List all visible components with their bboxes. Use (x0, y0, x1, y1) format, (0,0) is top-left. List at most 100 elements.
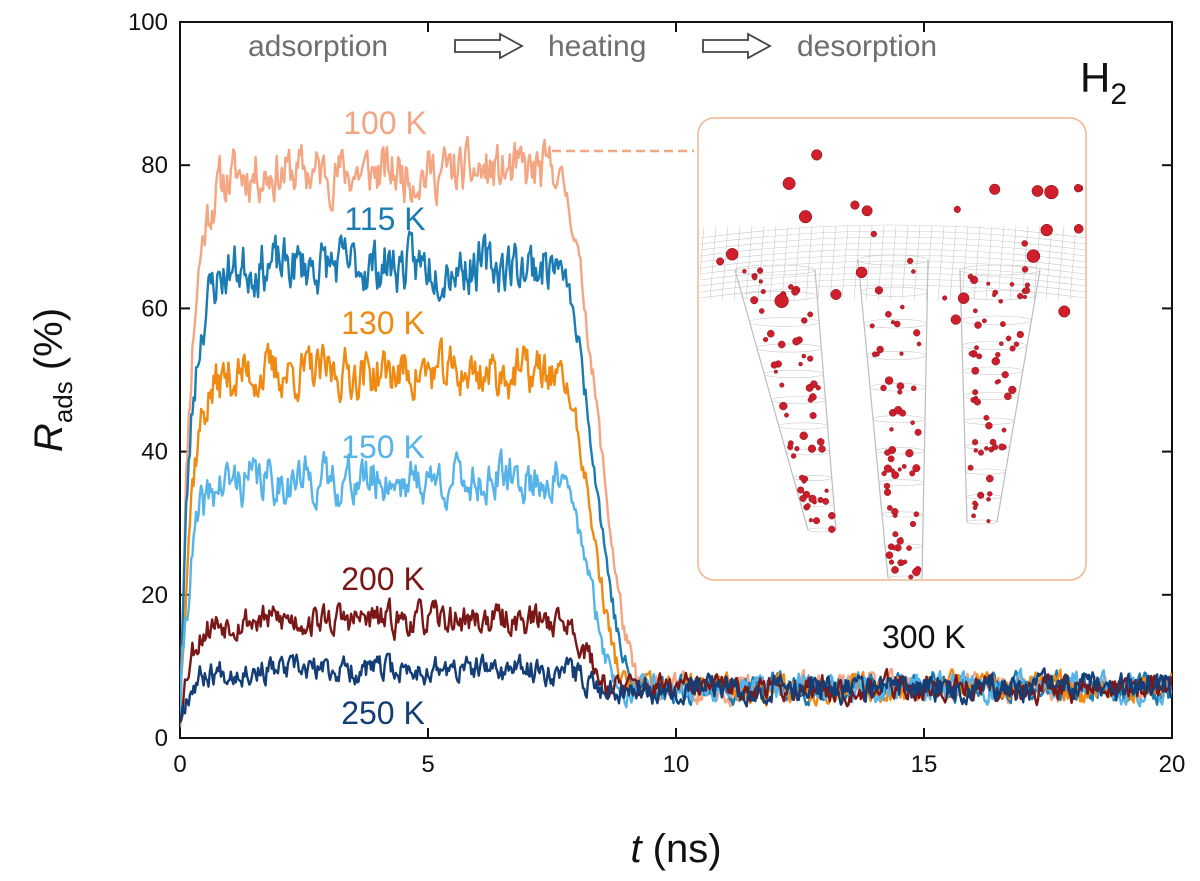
h2-molecule (784, 412, 789, 418)
graphene-mesh-line (865, 225, 873, 301)
h2-molecule (914, 428, 922, 436)
h2-molecule (889, 427, 894, 432)
h2-molecule (986, 519, 991, 524)
h2-molecule (1016, 330, 1024, 339)
h2-molecule (758, 279, 763, 284)
graphene-mesh-line (700, 278, 1086, 293)
h2-molecule (883, 488, 892, 496)
h2-molecule (978, 449, 985, 456)
nanocone-wall (857, 259, 929, 579)
stage-adsorption: adsorption (248, 30, 388, 63)
h2-molecule (885, 310, 892, 318)
h2-molecule (998, 298, 1004, 304)
graphene-mesh-line (1009, 225, 1017, 301)
h2-molecule (1009, 282, 1015, 287)
h2-molecule (808, 494, 817, 503)
h2-molecule (986, 474, 994, 483)
h2-molecule (983, 414, 990, 421)
h2-molecule (972, 500, 978, 506)
h2-molecule (901, 463, 907, 469)
h2-molecule (807, 396, 814, 403)
h2-molecule (830, 289, 842, 300)
h2-molecule (994, 379, 1000, 385)
h2-molecule (995, 352, 1001, 358)
y-tick-label: 80 (141, 152, 168, 179)
h2-molecule (887, 455, 895, 463)
h2-molecule (1004, 392, 1012, 401)
h2-molecule (807, 355, 814, 362)
h2-molecule (1073, 224, 1084, 234)
h2-molecule (760, 289, 766, 295)
h2-molecule (913, 511, 920, 518)
h2-molecule (773, 369, 778, 374)
stage-desorption: desorption (797, 30, 937, 63)
h2-molecule (909, 470, 916, 477)
h2-molecule (752, 275, 758, 281)
final-temperature-label: 300 K (882, 619, 966, 655)
h2-molecule (787, 444, 794, 451)
graphene-mesh-line (961, 225, 969, 301)
h2-molecule (906, 257, 914, 265)
h2-molecule (987, 491, 993, 497)
nanocone-wall (959, 269, 1041, 523)
graphene-mesh-line (700, 272, 1086, 287)
x-tick-label: 10 (663, 751, 690, 778)
h2-molecule (971, 439, 979, 446)
h2-molecule (790, 453, 797, 459)
graphene-mesh-line (709, 225, 717, 301)
h2-molecule (850, 200, 860, 210)
h2-molecule (791, 287, 799, 296)
h2-molecule (1001, 371, 1009, 379)
graphene-mesh-line (769, 225, 777, 301)
h2-molecule (788, 284, 794, 290)
h2-molecule (792, 337, 801, 346)
h2-molecule (1001, 427, 1007, 433)
graphene-mesh-line (805, 225, 813, 301)
y-tick-label: 40 (141, 439, 168, 466)
h2-molecule (884, 449, 891, 456)
h2-molecule (1021, 266, 1029, 273)
h2-molecule (750, 296, 759, 305)
h2-molecule (799, 431, 808, 440)
h2-molecule (798, 361, 803, 367)
h2-molecule (912, 464, 921, 473)
h2-molecule (900, 560, 905, 566)
graphene-mesh-line (757, 225, 765, 301)
h2-molecule (799, 474, 806, 481)
series-label: 200 K (341, 561, 425, 597)
h2-molecule (910, 420, 915, 426)
h2-molecule (984, 446, 989, 451)
series-label: 130 K (341, 305, 425, 341)
h2-molecule (883, 464, 893, 473)
h2-molecule (950, 314, 961, 325)
stage-arrow-2 (702, 32, 772, 60)
h2-molecule (908, 574, 914, 580)
h2-molecule (855, 266, 868, 279)
series-group (180, 135, 1172, 728)
series-line-250k (180, 652, 1172, 722)
h2-molecule (1026, 249, 1041, 263)
h2-molecule (892, 531, 899, 538)
series-label: 115 K (344, 201, 425, 237)
h2-molecule (979, 493, 985, 499)
h2-molecule (999, 341, 1004, 347)
h2-molecule (989, 183, 1001, 195)
graphene-mesh-line (1057, 225, 1065, 301)
h2-molecule (906, 545, 912, 551)
h2-molecule (890, 320, 896, 325)
h2-molecule (770, 361, 778, 369)
h2-molecule (810, 380, 818, 389)
h2-molecule (899, 409, 907, 417)
h2-molecule (899, 351, 904, 356)
h2-molecule (974, 321, 982, 329)
h2-molecule (794, 446, 800, 452)
axis-ticks: 0 5 10 15 20 0 20 40 60 80 100 (128, 9, 1185, 778)
h2-molecule (972, 389, 979, 396)
x-tick-label: 5 (421, 751, 434, 778)
graphene-mesh-line (817, 225, 825, 301)
h2-molecule (799, 494, 807, 502)
h2-molecule (885, 551, 894, 560)
h2-molecule (974, 345, 979, 351)
graphene-mesh-line (781, 225, 789, 301)
h2-molecule (971, 366, 980, 375)
